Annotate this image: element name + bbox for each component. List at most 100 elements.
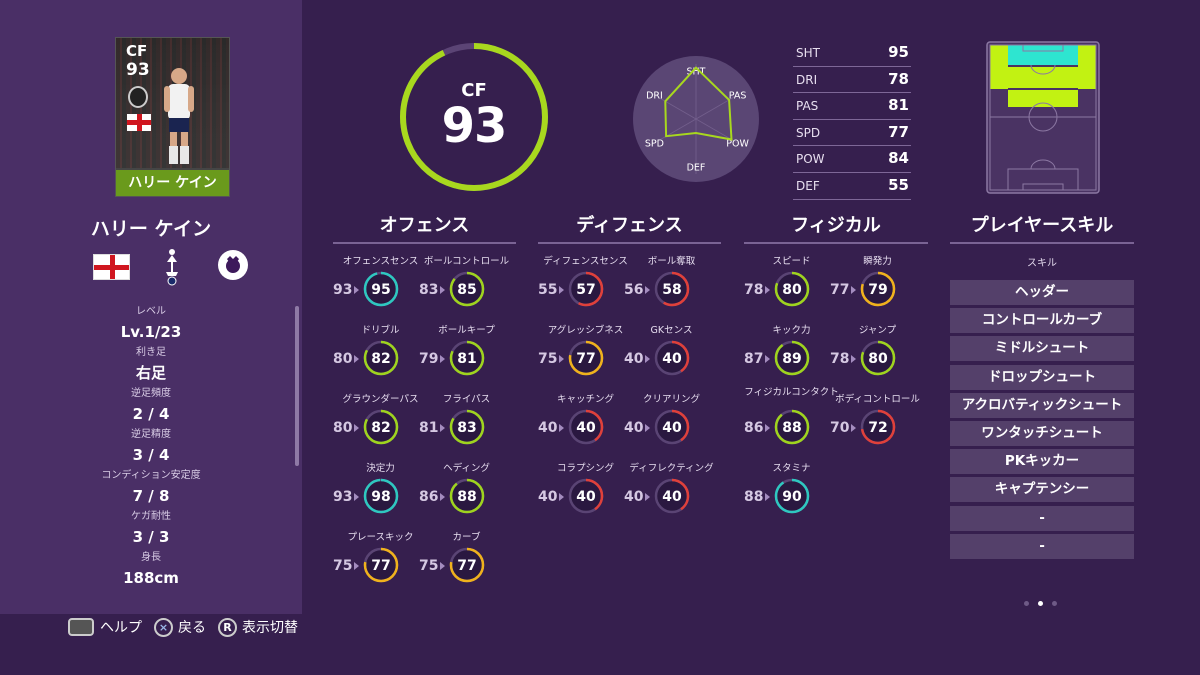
increase-arrow-icon (765, 286, 770, 294)
ability-cell[interactable]: GKセンス 40 40 (624, 325, 719, 391)
ability-base-value: 56 (624, 282, 644, 298)
skill-item[interactable]: ドロップシュート (950, 364, 1134, 390)
ability-cell[interactable]: ディフェンスセンス 55 57 (538, 256, 633, 322)
ability-cell[interactable]: ボディコントロール 70 72 (830, 394, 925, 460)
ability-cell[interactable]: スピード 78 80 (744, 256, 839, 322)
skill-item[interactable]: アクロバティックシュート (950, 392, 1134, 418)
increase-arrow-icon (645, 493, 650, 501)
ability-name: キャッチング (556, 394, 614, 405)
increase-arrow-icon (645, 424, 650, 432)
ability-cell[interactable]: アグレッシブネス 75 77 (538, 325, 633, 391)
ability-cell[interactable]: フィジカルコンタクト 86 88 (744, 387, 839, 460)
physical-header: フィジカル (744, 212, 928, 244)
skill-item[interactable]: ヘッダー (950, 280, 1134, 305)
back-label: 戻る (178, 620, 206, 636)
stat-row: SHT 95 (793, 40, 911, 67)
stat-label: POW (796, 152, 825, 167)
help-label: ヘルプ (100, 620, 142, 636)
ability-cell[interactable]: ボールコントロール 83 85 (419, 256, 514, 322)
info-value: 2 / 4 (132, 405, 170, 423)
ability-cell[interactable]: ボールキープ 79 81 (419, 325, 514, 391)
ability-ring (654, 409, 690, 445)
ability-cell[interactable]: ジャンプ 78 80 (830, 325, 925, 391)
skill-item[interactable]: キャプテンシー (950, 477, 1134, 503)
ability-value: 72 (868, 420, 888, 436)
ability-ring (363, 547, 399, 583)
ability-ring (860, 340, 896, 376)
ability-name: カーブ (452, 532, 481, 543)
info-value: Lv.1/23 (120, 323, 182, 341)
increase-arrow-icon (765, 493, 770, 501)
league-logo-icon (218, 250, 248, 280)
ability-value: 58 (662, 282, 682, 298)
ability-cell[interactable]: グラウンダーパス 80 82 (333, 394, 428, 460)
ability-value: 57 (576, 282, 596, 298)
radar-axis (695, 118, 744, 147)
ability-ring (568, 478, 604, 514)
skill-item[interactable]: PKキッカー (950, 449, 1134, 475)
pitch-zone-ss (1008, 67, 1078, 88)
stat-value: 81 (888, 96, 909, 115)
skill-list: ヘッダーコントロールカーブ ミドルシュート ドロップシュート アクロバティックシュート… (950, 280, 1134, 562)
ability-cell[interactable]: コラプシング 40 40 (538, 463, 633, 529)
ability-name: ボディコントロール (835, 394, 920, 405)
info-value: 3 / 4 (132, 446, 170, 464)
stat-row: DRI 78 (793, 67, 911, 94)
ability-value: 79 (868, 282, 888, 298)
ability-name: スタミナ (772, 463, 811, 474)
player-info-panel: CF 93 ハリー ケイン ハリー ケイン レベル Lv.1/23 利き足 右足 逆足頻… (0, 0, 302, 614)
ability-cell[interactable]: フライパス 81 83 (419, 394, 514, 460)
ability-cell[interactable]: クリアリング 40 40 (624, 394, 719, 460)
ability-name: スピード (772, 256, 811, 267)
info-label: 身長 (141, 552, 161, 563)
cross-button-icon: × (154, 617, 173, 637)
ability-base-value: 40 (624, 420, 644, 436)
ability-cell[interactable]: プレースキック 75 77 (333, 532, 428, 598)
increase-arrow-icon (440, 424, 445, 432)
ability-cell[interactable]: スタミナ 88 90 (744, 463, 839, 529)
pitch-zone-rwf (1078, 45, 1096, 89)
skill-item[interactable]: ワンタッチシュート (950, 420, 1134, 446)
england-flag-icon (127, 114, 151, 131)
ability-base-value: 40 (538, 420, 558, 436)
ability-value: 82 (371, 420, 391, 436)
info-scrollbar[interactable] (295, 306, 299, 466)
increase-arrow-icon (559, 493, 564, 501)
ability-cell[interactable]: 瞬発力 77 79 (830, 256, 925, 322)
stat-radar-chart: SHT PAS POW DEF SPD DRI (633, 56, 759, 182)
increase-arrow-icon (440, 493, 445, 501)
skill-item[interactable]: ミドルシュート (950, 336, 1134, 362)
skill-item[interactable]: コントロールカーブ (950, 308, 1134, 334)
ability-base-value: 93 (333, 489, 353, 505)
help-guide[interactable]: ヘルプ (68, 617, 142, 637)
ability-cell[interactable]: オフェンスセンス 93 95 (333, 256, 428, 322)
radar-shape (664, 66, 733, 141)
toggle-view-guide[interactable]: R 表示切替 (218, 617, 298, 637)
ability-cell[interactable]: ボール奪取 56 58 (624, 256, 719, 322)
ability-cell[interactable]: ドリブル 80 82 (333, 325, 428, 391)
player-card[interactable]: CF 93 ハリー ケイン (115, 37, 230, 197)
ability-ring (568, 409, 604, 445)
pitch-zone-cf (1008, 45, 1078, 65)
back-guide[interactable]: × 戻る (154, 617, 206, 637)
ability-cell[interactable]: キック力 87 89 (744, 325, 839, 391)
skill-item[interactable]: - (950, 533, 1134, 559)
ability-ring (363, 271, 399, 307)
ability-cell[interactable]: カーブ 75 77 (419, 532, 514, 598)
card-overall: 93 (126, 60, 150, 80)
stat-row: DEF 55 (793, 173, 911, 200)
ability-cell[interactable]: ヘディング 86 88 (419, 463, 514, 529)
ability-cell[interactable]: 決定力 93 98 (333, 463, 428, 529)
ability-cell[interactable]: ディフレクティング 40 40 (624, 463, 719, 529)
radar-label: DEF (687, 163, 706, 174)
ability-name: アグレッシブネス (547, 325, 624, 336)
skill-item[interactable]: - (950, 505, 1134, 531)
ability-ring (363, 409, 399, 445)
ability-ring (568, 271, 604, 307)
stat-label: SHT (796, 46, 820, 60)
page-dot-active (1038, 601, 1043, 606)
ability-cell[interactable]: キャッチング 40 40 (538, 394, 633, 460)
ability-value: 40 (576, 420, 596, 436)
ability-value: 40 (662, 351, 682, 367)
player-name: ハリー ケイン (90, 218, 212, 240)
